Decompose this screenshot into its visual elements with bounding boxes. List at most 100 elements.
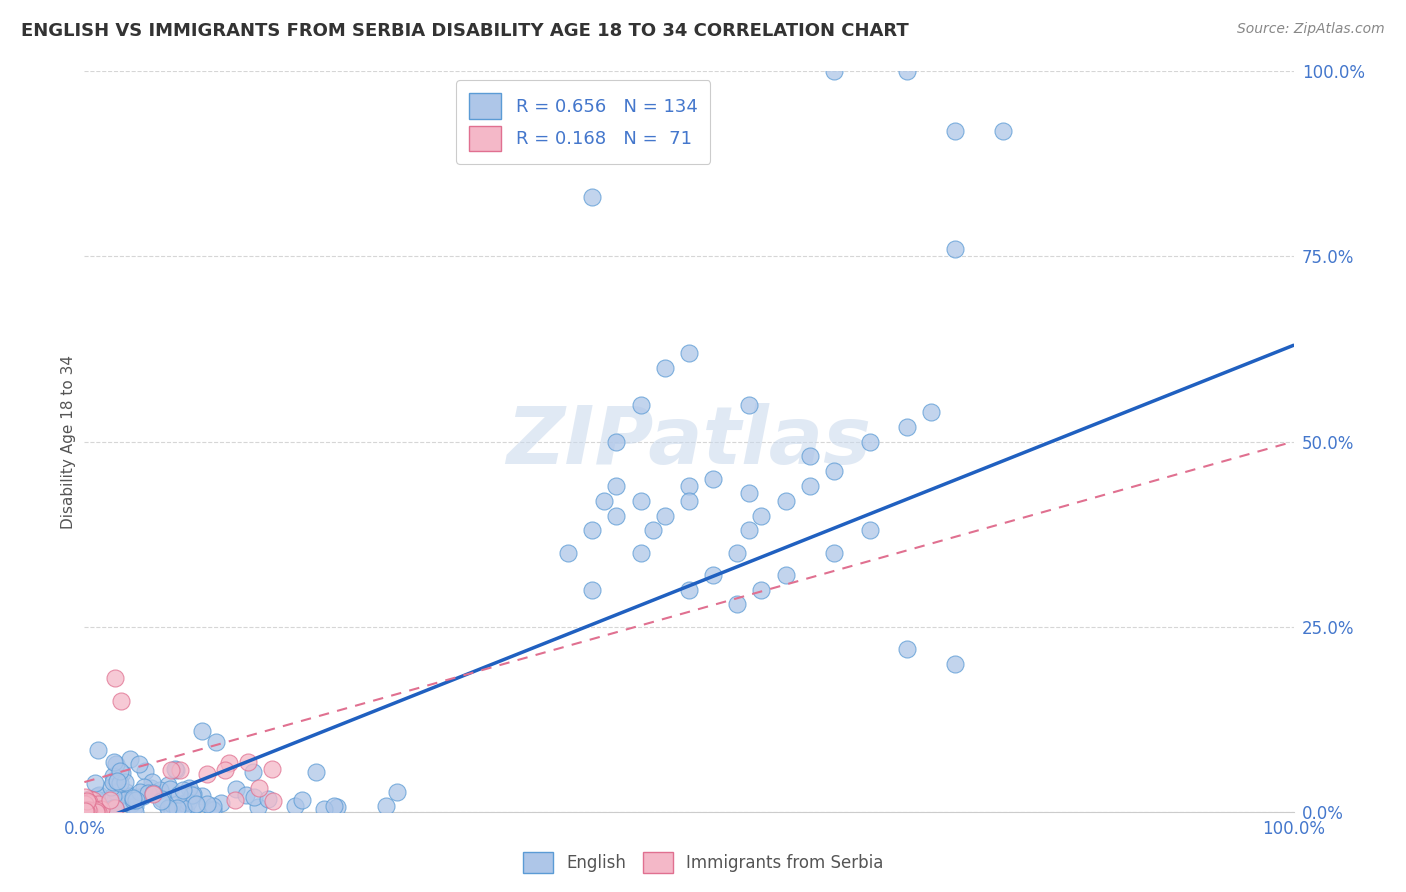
- Point: [76, 805, 98, 819]
- Point: [75, 803, 97, 817]
- Point: [169, 763, 191, 777]
- Point: [702, 471, 724, 485]
- Point: [166, 801, 188, 815]
- Point: [83, 775, 105, 789]
- Point: [77, 804, 100, 818]
- Point: [205, 735, 228, 749]
- Point: [114, 775, 136, 789]
- Point: [120, 797, 142, 811]
- Point: [167, 788, 190, 802]
- Point: [920, 405, 942, 419]
- Point: [859, 434, 882, 449]
- Point: [103, 801, 125, 815]
- Point: [896, 641, 918, 656]
- Point: [75, 803, 97, 817]
- Point: [76, 804, 98, 818]
- Point: [84, 803, 107, 817]
- Point: [641, 524, 664, 538]
- Point: [191, 723, 214, 738]
- Point: [104, 801, 127, 815]
- Point: [103, 772, 125, 787]
- Point: [678, 493, 700, 508]
- Point: [738, 398, 761, 412]
- Point: [142, 787, 165, 801]
- Point: [79, 804, 101, 818]
- Point: [124, 805, 146, 819]
- Point: [725, 546, 748, 560]
- Point: [385, 785, 408, 799]
- Point: [132, 789, 155, 803]
- Point: [77, 799, 100, 814]
- Point: [725, 598, 748, 612]
- Point: [127, 789, 149, 804]
- Point: [654, 508, 676, 523]
- Point: [262, 794, 284, 808]
- Point: [73, 802, 96, 816]
- Point: [162, 805, 184, 819]
- Point: [260, 762, 283, 776]
- Point: [163, 763, 186, 777]
- Point: [89, 805, 111, 819]
- Point: [75, 800, 97, 814]
- Point: [702, 567, 724, 582]
- Point: [89, 805, 111, 819]
- Point: [312, 802, 335, 816]
- Point: [823, 546, 845, 560]
- Point: [180, 789, 202, 803]
- Point: [134, 764, 156, 779]
- Point: [76, 794, 98, 808]
- Point: [118, 752, 141, 766]
- Point: [156, 801, 179, 815]
- Point: [77, 804, 100, 818]
- Point: [128, 756, 150, 771]
- Point: [142, 786, 165, 800]
- Point: [823, 464, 845, 478]
- Point: [73, 799, 96, 814]
- Point: [114, 793, 136, 807]
- Point: [80, 803, 103, 817]
- Point: [605, 479, 627, 493]
- Point: [87, 804, 110, 818]
- Text: ENGLISH VS IMMIGRANTS FROM SERBIA DISABILITY AGE 18 TO 34 CORRELATION CHART: ENGLISH VS IMMIGRANTS FROM SERBIA DISABI…: [21, 22, 908, 40]
- Point: [79, 795, 101, 809]
- Legend: English, Immigrants from Serbia: English, Immigrants from Serbia: [516, 846, 890, 880]
- Point: [678, 582, 700, 597]
- Point: [150, 794, 173, 808]
- Point: [110, 694, 132, 708]
- Point: [73, 797, 96, 812]
- Point: [86, 743, 108, 757]
- Point: [738, 486, 761, 500]
- Point: [184, 797, 207, 812]
- Point: [257, 791, 280, 805]
- Point: [235, 788, 257, 802]
- Point: [678, 345, 700, 359]
- Point: [751, 582, 773, 597]
- Point: [160, 763, 183, 777]
- Point: [77, 804, 100, 818]
- Point: [150, 792, 173, 806]
- Point: [96, 791, 118, 805]
- Point: [104, 785, 127, 799]
- Point: [75, 803, 97, 817]
- Point: [581, 190, 603, 204]
- Point: [77, 803, 100, 817]
- Point: [630, 398, 652, 412]
- Point: [76, 805, 98, 819]
- Point: [73, 790, 96, 805]
- Point: [247, 780, 270, 795]
- Point: [284, 799, 307, 814]
- Y-axis label: Disability Age 18 to 34: Disability Age 18 to 34: [60, 354, 76, 529]
- Point: [104, 672, 127, 686]
- Point: [943, 657, 966, 671]
- Point: [87, 805, 110, 819]
- Point: [654, 360, 676, 375]
- Point: [799, 450, 821, 464]
- Point: [738, 524, 761, 538]
- Point: [943, 123, 966, 137]
- Point: [177, 781, 200, 796]
- Point: [77, 803, 100, 817]
- Point: [75, 804, 97, 818]
- Point: [105, 773, 128, 788]
- Point: [82, 792, 104, 806]
- Legend: R = 0.656   N = 134, R = 0.168   N =  71: R = 0.656 N = 134, R = 0.168 N = 71: [456, 80, 710, 164]
